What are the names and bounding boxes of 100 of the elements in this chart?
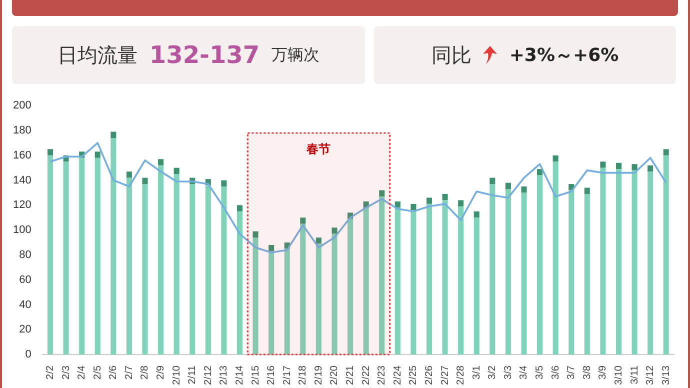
bar [284,248,290,355]
bar [332,228,338,234]
y-tick-label: 20 [19,324,32,336]
bar [537,169,543,176]
y-tick-label: 80 [19,248,32,261]
bar [458,200,464,206]
x-tick-label: 2/20 [329,365,340,386]
x-tick-label: 2/6 [108,365,120,380]
bar [632,170,638,355]
bar [474,211,480,218]
bar [505,182,511,189]
bar [300,218,306,224]
x-tick-label: 3/8 [582,365,593,380]
x-tick-label: 2/2 [45,365,56,380]
bar [663,149,669,156]
bar [426,198,432,204]
bar [648,172,654,355]
x-tick-label: 2/18 [298,365,309,386]
bar [600,162,606,168]
x-tick-label: 2/16 [266,365,278,386]
bar [490,178,496,184]
bar [568,190,574,355]
bar [584,194,590,355]
bar [94,158,100,355]
x-tick-label: 3/10 [613,365,624,386]
bar [490,184,496,355]
text: 日均流量 [57,42,138,68]
bar [94,152,100,158]
x-tick-label: 2/25 [408,365,420,386]
bar [63,162,69,355]
bar [47,155,54,355]
bar [363,208,369,355]
bar [110,138,116,355]
x-tick-label: 2/14 [234,365,246,386]
bar [410,204,416,210]
y-tick-label: 140 [12,174,32,186]
bar [458,206,464,355]
x-tick-label: 3/6 [550,365,562,380]
x-tick-label: 2/15 [250,365,262,386]
bar [47,149,54,156]
bar [600,168,606,355]
x-tick-label: 2/8 [140,365,151,380]
x-tick-label: 2/22 [360,365,372,386]
y-tick-label: 60 [19,274,32,286]
bar [505,188,511,355]
bar [552,155,558,162]
text: 132-137 [149,41,260,69]
x-tick-label: 2/13 [218,365,230,386]
text: 万辆次 [272,44,320,66]
y-tick-label: 40 [19,298,32,311]
bar [616,162,622,170]
bar [316,238,322,244]
bar [221,186,227,355]
bar [221,180,227,187]
bar [379,196,385,355]
bar [158,165,164,355]
x-tick-label: 2/12 [202,365,214,386]
x-tick-label: 2/9 [156,365,167,380]
x-tick-label: 2/27 [440,365,451,386]
x-tick-label: 3/4 [518,365,530,380]
bar [394,201,400,208]
y-tick-label: 120 [12,199,32,212]
x-tick-label: 2/4 [76,365,88,380]
bar [442,194,448,200]
bar [126,172,132,178]
bar [632,164,638,170]
bar [142,184,148,355]
bar [79,158,85,355]
bar [663,155,669,355]
bar [236,205,243,212]
x-tick-label: 2/3 [60,365,72,380]
bar [426,204,432,355]
x-tick-label: 3/2 [487,365,498,380]
bar [348,218,354,355]
bar [300,224,306,355]
bar [316,244,322,355]
bar [190,184,196,355]
bar [252,231,258,238]
x-tick-label: 2/28 [456,365,467,386]
bar [205,185,211,355]
x-tick-label: 3/11 [629,365,640,384]
bar [268,251,274,355]
y-tick-label: 100 [12,224,32,236]
bar [174,168,180,174]
x-tick-label: 3/7 [566,365,578,380]
y-tick-label: 0 [25,348,32,361]
y-tick-label: 200 [12,100,32,112]
bar [126,178,132,355]
bar [410,210,416,355]
x-tick-label: 3/5 [534,365,546,380]
x-tick-label: 3/9 [598,365,609,380]
bar [584,188,590,194]
x-tick-label: 2/24 [392,365,404,386]
bar [110,132,116,138]
bar [158,159,164,166]
x-tick-label: 2/10 [171,365,182,386]
bar [521,192,527,355]
x-tick-label: 2/7 [124,365,135,380]
x-tick-label: 2/26 [424,365,435,386]
x-tick-label: 2/5 [92,365,104,380]
